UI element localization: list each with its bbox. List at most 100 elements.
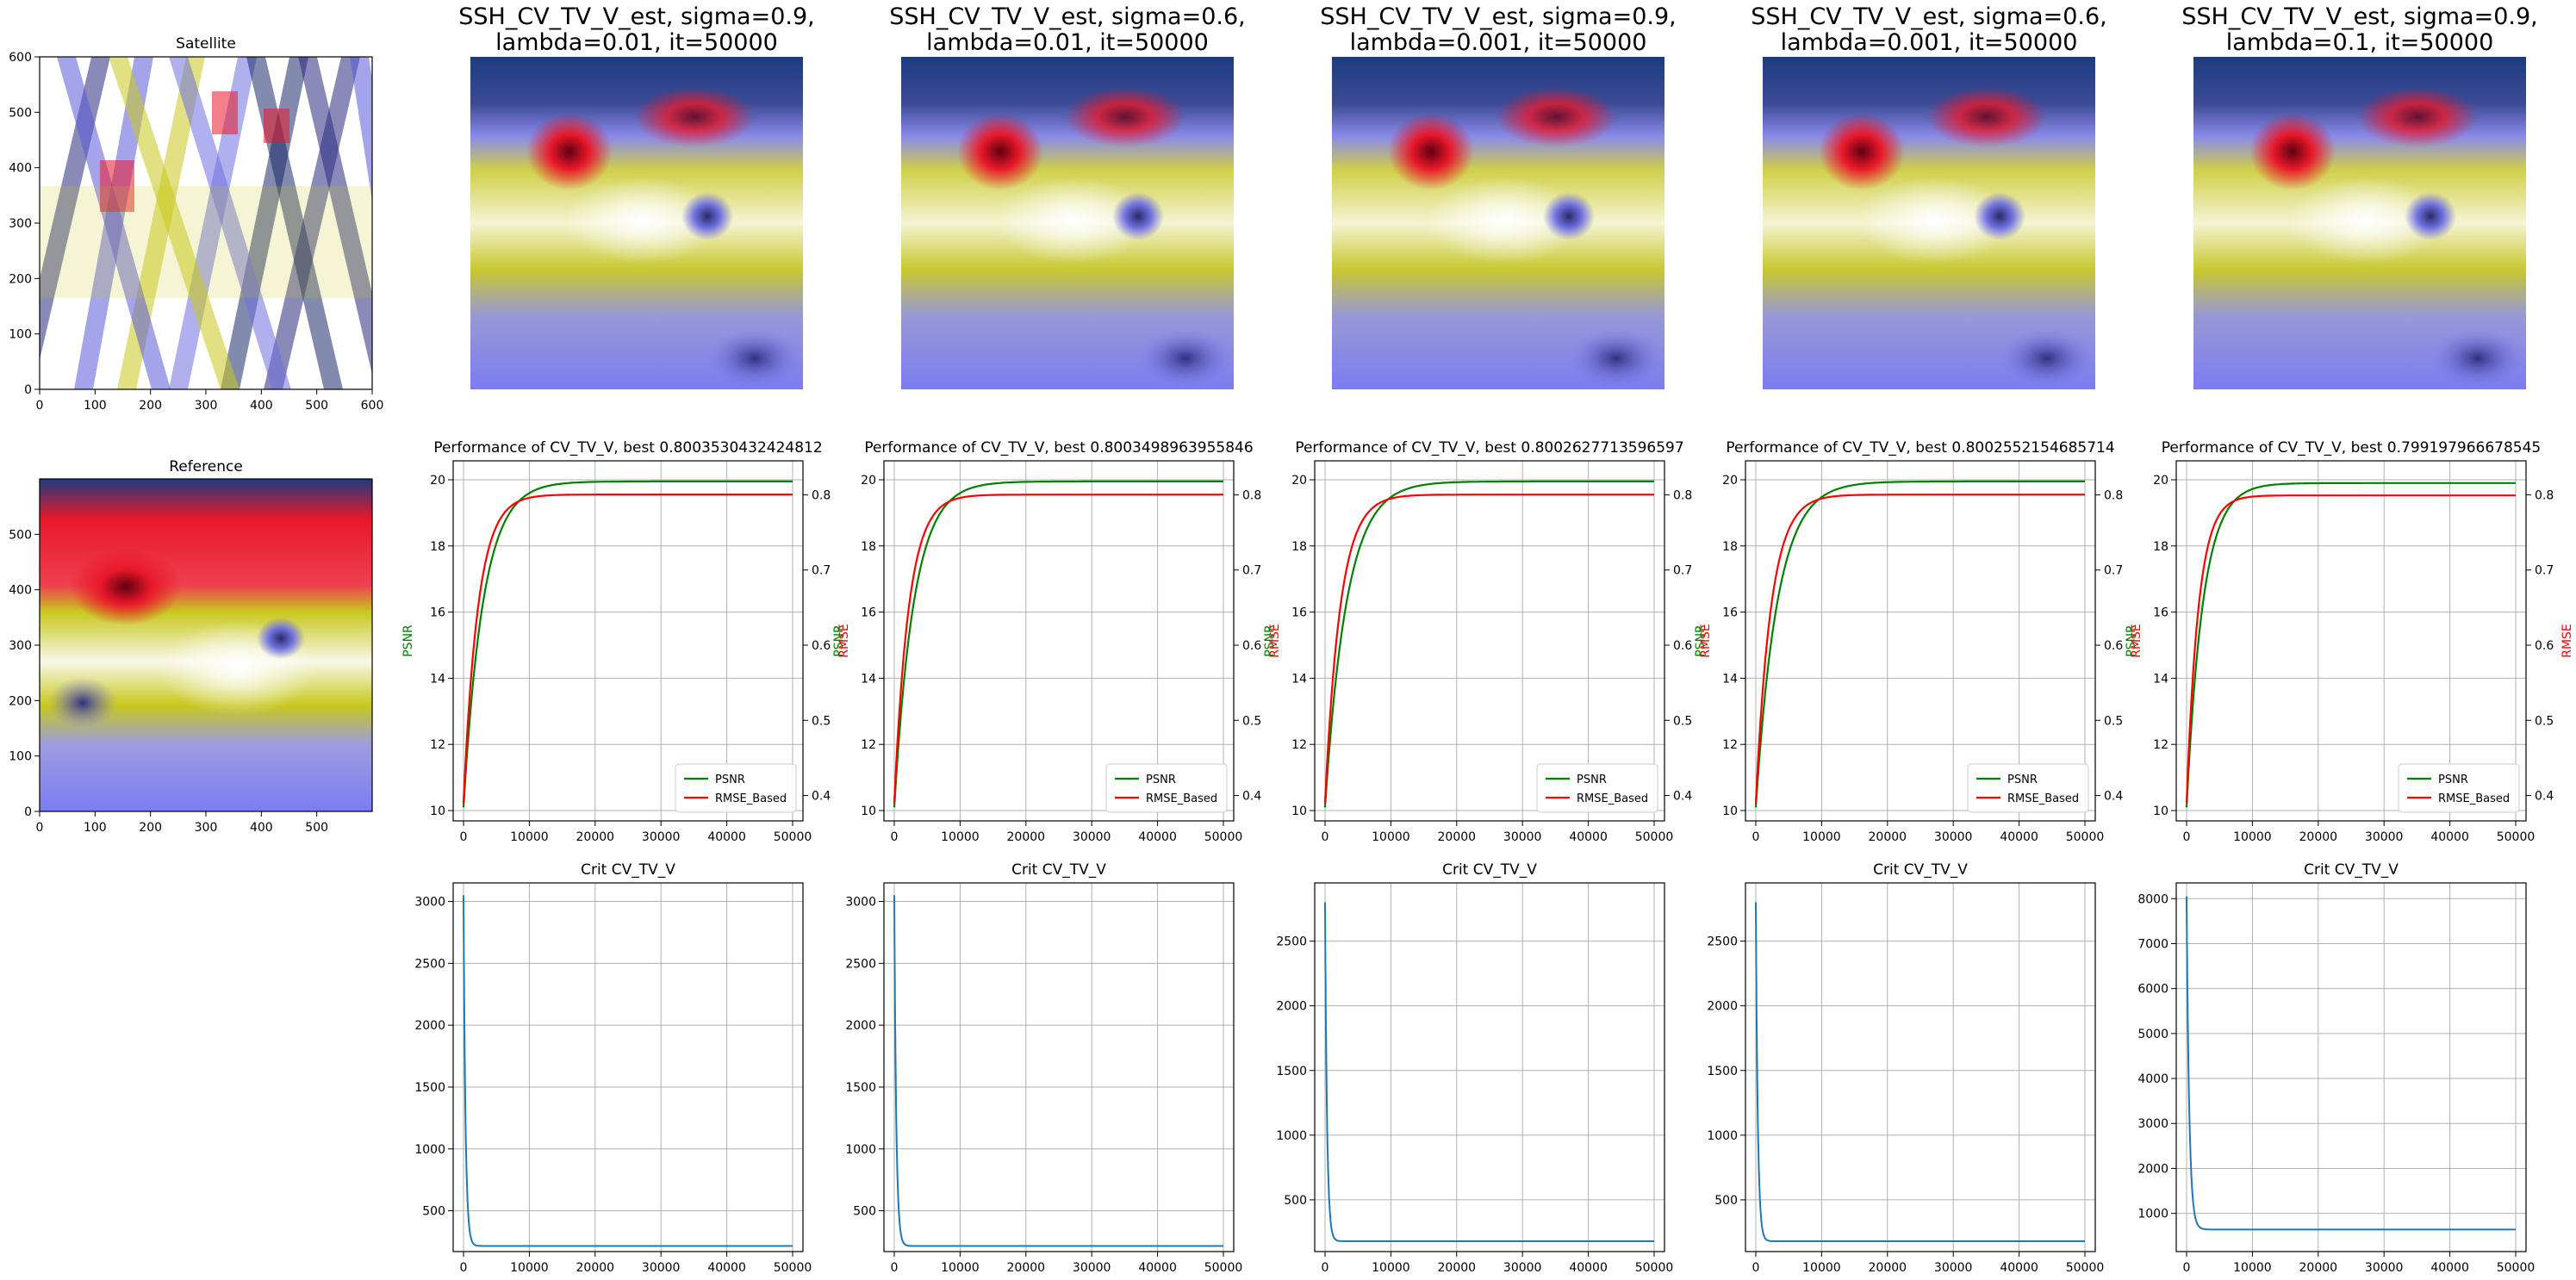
y-tick-label: 18	[430, 540, 445, 554]
crit-panel: Crit CV_TV_V 0 10000 20000 30000 40000 50000 10…	[2137, 861, 2535, 1275]
crit-title: Crit CV_TV_V	[2304, 861, 2399, 879]
x-tick-label: 30000	[2365, 1261, 2404, 1275]
axes-frame	[1745, 882, 2096, 1252]
y-tick-label: 14	[430, 672, 445, 686]
x-tick-label: 50000	[2066, 1261, 2105, 1275]
x-tick-label: 30000	[642, 1261, 681, 1275]
y2-tick-label: 0.5	[1673, 714, 1692, 728]
satellite-red-segment	[100, 160, 134, 212]
crit-title: Crit CV_TV_V	[1873, 861, 1968, 879]
y-tick-label: 18	[2153, 540, 2168, 554]
y-tick-label: 500	[1714, 1194, 1738, 1208]
y-axis-label: PSNR	[1263, 624, 1277, 657]
performance-panel: Performance of CV_TV_V, best 0.800255215…	[1694, 439, 2144, 844]
axes-frame	[1314, 460, 1665, 822]
x-tick-label: 50000	[774, 1261, 812, 1275]
x-tick-label: 0	[36, 821, 44, 835]
psnr-line	[462, 480, 793, 808]
ssh-estimate-field	[2193, 57, 2526, 389]
performance-panel: Performance of CV_TV_V, best 0.800349896…	[832, 439, 1282, 844]
x-tick-label: 10000	[1802, 830, 1841, 844]
x-tick-label: 200	[139, 821, 162, 835]
ssh-eddy-white	[996, 177, 1151, 264]
y2-tick-label: 0.4	[1673, 790, 1692, 804]
x-tick-label: 20000	[2299, 830, 2338, 844]
y-tick-label: 14	[2153, 672, 2168, 686]
x-tick-label: 30000	[1934, 1261, 1973, 1275]
y-tick-label: 2500	[845, 957, 876, 971]
crit-title: Crit CV_TV_V	[1442, 861, 1537, 879]
y2-tick-label: 0.4	[2104, 790, 2123, 804]
y-tick-label: 500	[853, 1205, 876, 1219]
ssh-eddy-red-top	[634, 87, 755, 147]
legend-label: PSNR	[715, 774, 745, 786]
axes-frame	[883, 460, 1235, 822]
y-tick-label: 10	[1291, 805, 1307, 818]
x-tick-label: 50000	[2497, 1261, 2536, 1275]
x-tick-label: 10000	[510, 1261, 549, 1275]
y2-tick-label: 0.5	[2104, 714, 2123, 728]
legend-box	[1536, 763, 1658, 813]
y-tick-label: 2000	[414, 1019, 445, 1033]
x-tick-label: 0	[36, 399, 44, 413]
satellite-red-segment	[212, 91, 238, 134]
y-tick-label: 16	[1291, 606, 1307, 620]
y-tick-label: 1500	[1707, 1065, 1738, 1078]
y-tick-label: 100	[9, 328, 32, 342]
y-tick-label: 1000	[1276, 1129, 1307, 1143]
legend-box	[1967, 763, 2089, 813]
legend-label: PSNR	[1577, 774, 1607, 786]
y-tick-label: 10	[2153, 805, 2168, 818]
y-tick-label: 14	[1722, 672, 1738, 686]
x-tick-label: 0	[1322, 830, 1329, 844]
y2-tick-label: 0.8	[2535, 488, 2554, 502]
performance-title: Performance of CV_TV_V, best 0.800349896…	[864, 439, 1253, 457]
satellite-swath	[109, 57, 240, 389]
y2-tick-label: 0.7	[2104, 564, 2123, 578]
y2-tick-label: 0.8	[812, 488, 831, 502]
x-tick-label: 40000	[1138, 1261, 1177, 1275]
y-tick-label: 18	[1291, 540, 1307, 554]
x-tick-label: 40000	[1569, 1261, 1608, 1275]
x-tick-label: 50000	[2497, 830, 2536, 844]
y-tick-label: 18	[861, 540, 876, 554]
y-tick-label: 12	[1291, 738, 1307, 752]
crit-line	[1324, 902, 1654, 1242]
y2-tick-label: 0.5	[1242, 714, 1261, 728]
legend-box	[2398, 763, 2520, 813]
x-tick-label: 20000	[576, 1261, 615, 1275]
x-tick-label: 50000	[1635, 830, 1674, 844]
y2-axis-label: RMSE	[2560, 624, 2574, 658]
ssh-eddy-lowblue	[2000, 328, 2094, 388]
crit-panel: Crit CV_TV_V 0 10000 20000 30000 40000 50000 50…	[414, 861, 812, 1275]
performance-title: Performance of CV_TV_V, best 0.799197966…	[2162, 439, 2542, 457]
performance-title: Performance of CV_TV_V, best 0.800262771…	[1295, 439, 1683, 457]
reference-eddy-lowblue	[48, 677, 117, 729]
y-tick-label: 500	[9, 528, 32, 542]
ssh-estimate-title-line1: SSH_CV_TV_V_est, sigma=0.6,	[1751, 3, 2106, 30]
x-tick-label: 30000	[2365, 830, 2404, 844]
reference-eddy-red	[70, 548, 182, 625]
y-tick-label: 3000	[414, 896, 445, 910]
y-tick-label: 16	[2153, 606, 2168, 620]
axes-frame	[1745, 460, 2096, 822]
crit-title: Crit CV_TV_V	[1011, 861, 1106, 879]
ssh-eddy-blue	[1543, 192, 1595, 240]
y-tick-label: 0	[24, 383, 32, 397]
y-tick-label: 1000	[1707, 1129, 1738, 1143]
x-tick-label: 300	[195, 821, 218, 835]
rmse-line	[1323, 494, 1654, 804]
satellite-swath	[40, 57, 110, 360]
x-tick-label: 40000	[2000, 830, 2038, 844]
reference-eddy-blue	[257, 618, 305, 659]
y-tick-label: 2000	[1707, 1000, 1738, 1014]
axes-frame	[452, 882, 804, 1252]
ssh-eddy-blue	[1974, 192, 2025, 240]
crit-panel: Crit CV_TV_V 0 10000 20000 30000 40000 50000 50…	[1707, 861, 2104, 1275]
x-tick-label: 0	[1752, 1261, 1760, 1275]
y2-tick-label: 0.7	[1242, 564, 1261, 578]
x-tick-label: 0	[891, 1261, 899, 1275]
x-tick-label: 20000	[1007, 1261, 1046, 1275]
x-tick-label: 30000	[1934, 830, 1973, 844]
